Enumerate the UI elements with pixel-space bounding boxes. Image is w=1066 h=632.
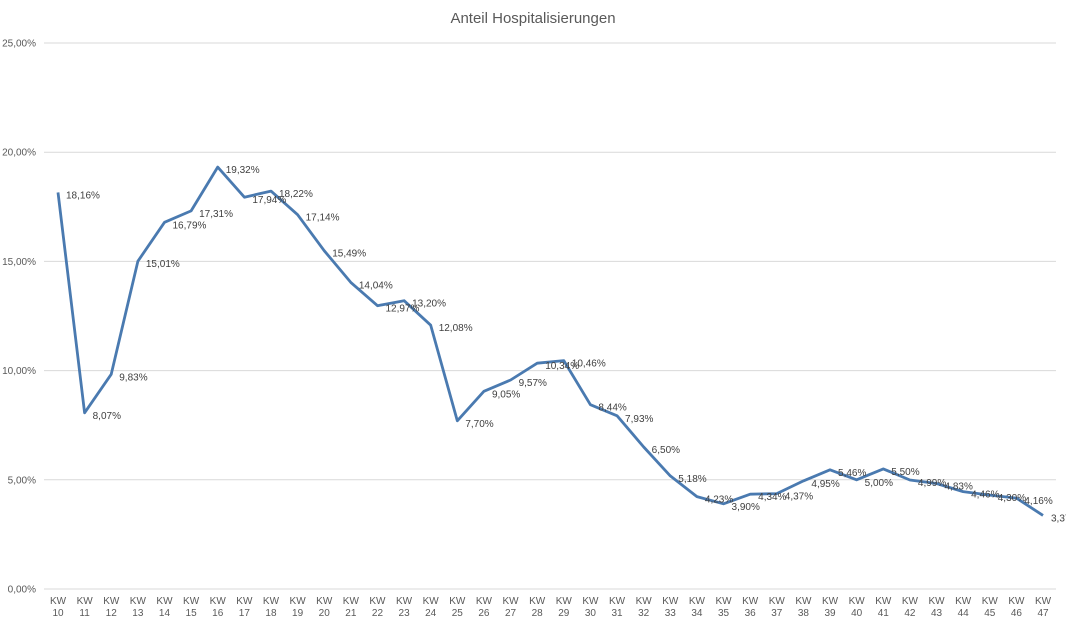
data-label: 4,83% bbox=[945, 482, 973, 493]
x-tick-label: KW 13 bbox=[130, 596, 147, 619]
x-tick-label: KW 37 bbox=[769, 596, 786, 619]
x-tick-label: KW 21 bbox=[343, 596, 360, 619]
x-tick-label: KW 41 bbox=[875, 596, 892, 619]
x-tick-label: KW 18 bbox=[263, 596, 280, 619]
x-tick-label: KW 16 bbox=[210, 596, 227, 619]
x-tick-label: KW 32 bbox=[636, 596, 653, 619]
x-tick-label: KW 30 bbox=[582, 596, 599, 619]
data-label: 14,04% bbox=[359, 280, 393, 291]
x-tick-label: KW 19 bbox=[290, 596, 307, 619]
x-tick-label: KW 14 bbox=[156, 596, 173, 619]
x-tick-label: KW 25 bbox=[449, 596, 466, 619]
x-tick-label: KW 45 bbox=[982, 596, 999, 619]
series-line bbox=[56, 165, 1044, 517]
data-label: 17,31% bbox=[199, 209, 233, 220]
x-tick-label: KW 15 bbox=[183, 596, 200, 619]
data-label: 10,34% bbox=[545, 361, 579, 372]
data-label: 4,30% bbox=[998, 493, 1026, 504]
data-label: 5,50% bbox=[891, 467, 919, 478]
gridlines bbox=[44, 42, 1056, 590]
data-label: 9,83% bbox=[119, 372, 147, 383]
x-tick-label: KW 20 bbox=[316, 596, 333, 619]
data-label: 5,18% bbox=[678, 474, 706, 485]
data-label: 17,94% bbox=[252, 195, 286, 206]
x-tick-label: KW 11 bbox=[77, 596, 94, 619]
data-label: 18,16% bbox=[66, 190, 100, 201]
x-tick-label: KW 28 bbox=[529, 596, 546, 619]
data-label: 12,08% bbox=[439, 323, 473, 334]
x-tick-label: KW 36 bbox=[742, 596, 759, 619]
data-label: 13,20% bbox=[412, 299, 446, 310]
data-label: 4,46% bbox=[971, 490, 999, 501]
chart-title: Anteil Hospitalisierungen bbox=[450, 10, 616, 27]
y-tick-label: 5,00% bbox=[8, 475, 36, 486]
data-label: 18,22% bbox=[279, 189, 313, 200]
data-label: 8,07% bbox=[93, 411, 121, 422]
data-label: 4,37% bbox=[785, 492, 813, 503]
data-labels: 18,16% 8,07% 9,83% 15,01% 16,79%17,31% 19,32%… bbox=[66, 165, 1066, 524]
x-tick-label: KW 44 bbox=[955, 596, 972, 619]
data-label: 17,14% bbox=[306, 213, 340, 224]
x-tick-label: KW 47 bbox=[1035, 596, 1052, 619]
x-tick-label: KW 39 bbox=[822, 596, 839, 619]
x-tick-label: KW 27 bbox=[503, 596, 520, 619]
data-label: 16,79% bbox=[172, 220, 206, 231]
x-tick-label: KW 40 bbox=[849, 596, 866, 619]
data-label: 19,32% bbox=[226, 165, 260, 176]
data-label: 4,16% bbox=[1024, 496, 1052, 507]
data-label: 9,05% bbox=[492, 389, 520, 400]
data-label: 15,01% bbox=[146, 259, 180, 270]
x-axis-ticks: KW 10 KW 11 KW 12 KW 13 KW 14 KW 15 KW 16 KW 17 KW 18 KW 19… bbox=[50, 596, 1052, 619]
x-tick-label: KW 12 bbox=[103, 596, 120, 619]
data-label: 4,23% bbox=[705, 495, 733, 506]
x-tick-label: KW 43 bbox=[928, 596, 945, 619]
x-tick-label: KW 17 bbox=[236, 596, 253, 619]
x-tick-label: KW 33 bbox=[662, 596, 679, 619]
data-label: 5,00% bbox=[865, 478, 893, 489]
x-tick-label: KW 35 bbox=[715, 596, 732, 619]
data-label: 4,95% bbox=[811, 479, 839, 490]
y-tick-label: 10,00% bbox=[2, 366, 36, 377]
y-tick-label: 20,00% bbox=[2, 148, 36, 159]
x-tick-label: KW 23 bbox=[396, 596, 413, 619]
data-label: 7,93% bbox=[625, 414, 653, 425]
x-tick-label: KW 10 bbox=[50, 596, 67, 619]
x-tick-label: KW 22 bbox=[369, 596, 386, 619]
x-tick-label: KW 38 bbox=[795, 596, 812, 619]
data-label: 5,46% bbox=[838, 468, 866, 479]
data-label: 10,46% bbox=[572, 359, 606, 370]
data-label: 3,90% bbox=[732, 502, 760, 513]
x-tick-label: KW 42 bbox=[902, 596, 919, 619]
x-tick-label: KW 34 bbox=[689, 596, 706, 619]
x-tick-label: KW 46 bbox=[1008, 596, 1025, 619]
y-axis-ticks: 0,00% 5,00% 10,00% 15,00% 20,00% 25,00% bbox=[2, 39, 36, 596]
data-label: 3,37% bbox=[1051, 513, 1066, 524]
data-label: 12,97% bbox=[385, 304, 419, 315]
data-label: 6,50% bbox=[652, 445, 680, 456]
y-tick-label: 15,00% bbox=[2, 257, 36, 268]
y-tick-label: 0,00% bbox=[8, 585, 36, 596]
x-tick-label: KW 26 bbox=[476, 596, 493, 619]
data-label: 4,99% bbox=[918, 478, 946, 489]
data-label: 15,49% bbox=[332, 249, 366, 260]
data-label: 7,70% bbox=[465, 419, 493, 430]
data-label: 8,44% bbox=[598, 403, 626, 414]
x-tick-label: KW 31 bbox=[609, 596, 626, 619]
data-label: 9,57% bbox=[519, 378, 547, 389]
data-label: 4,34% bbox=[758, 492, 786, 503]
y-tick-label: 25,00% bbox=[2, 39, 36, 50]
x-tick-label: KW 29 bbox=[556, 596, 573, 619]
x-tick-label: KW 24 bbox=[423, 596, 440, 619]
